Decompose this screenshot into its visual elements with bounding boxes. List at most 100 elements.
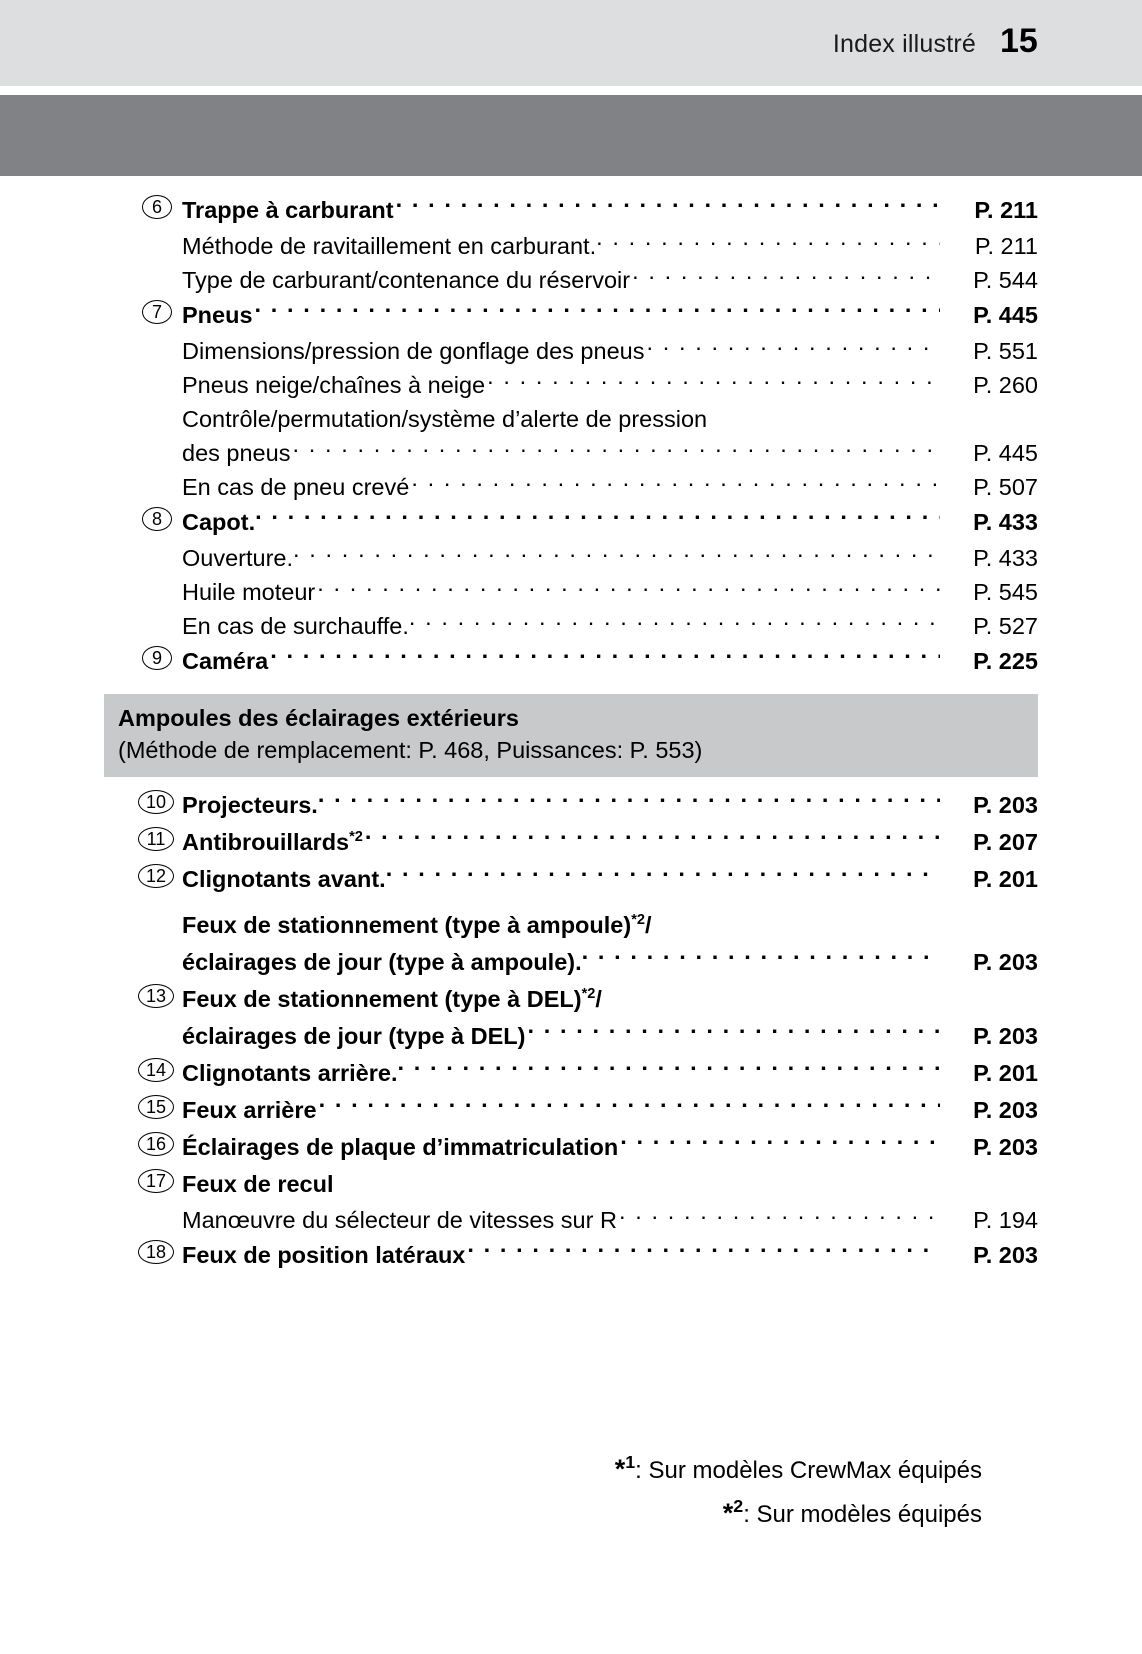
dot-leader bbox=[646, 343, 940, 359]
index-subentry[interactable]: En cas de pneu crevé P. 507 bbox=[104, 470, 1038, 504]
page-reference: P. 544 bbox=[973, 267, 1038, 293]
section-subtitle: (Méthode de remplacement: P. 468, Puissa… bbox=[118, 737, 703, 763]
index-subentry[interactable]: Type de carburant/contenance du réservoi… bbox=[104, 263, 1038, 297]
page-reference: P. 207 bbox=[973, 829, 1038, 855]
index-line-label: Clignotants avant. bbox=[182, 866, 386, 892]
index-line-label: Feux de recul bbox=[182, 1171, 334, 1197]
dot-leader bbox=[365, 834, 940, 850]
index-line-label: Pneus neige/chaînes à neige bbox=[182, 372, 486, 398]
index-entry[interactable]: 14 Clignotants arrière. P. 201 bbox=[104, 1055, 1038, 1092]
dot-leader bbox=[318, 797, 940, 813]
page-reference: P. 203 bbox=[973, 1242, 1038, 1268]
dot-leader bbox=[582, 954, 940, 970]
dot-leader bbox=[409, 618, 940, 634]
index-line-label: Éclairages de plaque d’immatriculation bbox=[182, 1134, 619, 1160]
page-reference: P. 203 bbox=[973, 949, 1038, 975]
index-entry-title-line: Caméra P. 225 bbox=[182, 643, 1038, 680]
index-line-label: Caméra bbox=[182, 648, 269, 674]
page-reference: P. 203 bbox=[973, 1134, 1038, 1160]
circled-number-marker: 10 bbox=[138, 790, 174, 814]
index-entry[interactable]: 9 Caméra P. 225 bbox=[104, 643, 1038, 680]
index-line-label: Contrôle/permutation/système d’alerte de… bbox=[182, 406, 708, 432]
index-subentry[interactable]: Feux de stationnement (type à ampoule)*2… bbox=[104, 907, 1038, 944]
index-subentry-line: Huile moteur P. 545 bbox=[182, 575, 1038, 609]
circled-number-marker: 8 bbox=[142, 507, 172, 531]
index-subentry[interactable]: éclairages de jour (type à ampoule). P. 2… bbox=[104, 944, 1038, 981]
dot-leader bbox=[596, 238, 940, 254]
footnote-marker: *2 bbox=[581, 986, 596, 1003]
index-line-label: Dimensions/pression de gonflage des pneu… bbox=[182, 338, 645, 364]
index-entry[interactable]: 15 Feux arrière P. 203 bbox=[104, 1092, 1038, 1129]
page-reference: P. 445 bbox=[973, 302, 1038, 328]
dot-leader bbox=[632, 272, 940, 288]
circled-number-marker: 18 bbox=[138, 1240, 174, 1264]
page-reference: P. 433 bbox=[973, 545, 1038, 571]
index-line-label: En cas de surchauffe. bbox=[182, 613, 409, 639]
index-subentry-line: des pneus P. 445 bbox=[182, 436, 1038, 470]
index-entry[interactable]: 18 Feux de position latéraux P. 203 bbox=[104, 1237, 1038, 1274]
page-header-band bbox=[0, 0, 1142, 86]
index-entry-title-line: Antibrouillards*2 P. 207 bbox=[182, 824, 1038, 861]
circled-number-marker: 7 bbox=[142, 300, 172, 324]
index-subentry[interactable]: Pneus neige/chaînes à neige P. 260 bbox=[104, 368, 1038, 402]
circled-number-marker: 9 bbox=[142, 646, 172, 670]
index-subentry-line: Manœuvre du sélecteur de vitesses sur R P… bbox=[182, 1203, 1038, 1237]
index-subentry[interactable]: Manœuvre du sélecteur de vitesses sur R P… bbox=[104, 1203, 1038, 1237]
index-subentry[interactable]: Ouverture. P. 433 bbox=[104, 541, 1038, 575]
page-header-title: Index illustré bbox=[832, 30, 976, 58]
index-subentry-line: Ouverture. P. 433 bbox=[182, 541, 1038, 575]
circled-number-marker: 14 bbox=[138, 1058, 174, 1082]
dot-leader bbox=[317, 584, 940, 600]
dot-leader bbox=[270, 653, 940, 669]
page-reference: P. 211 bbox=[974, 233, 1038, 259]
index-line-label: Manœuvre du sélecteur de vitesses sur R bbox=[182, 1207, 617, 1233]
page-reference: P. 203 bbox=[973, 792, 1038, 818]
index-entry-title-line: Clignotants arrière. P. 201 bbox=[182, 1055, 1038, 1092]
dot-leader bbox=[319, 1102, 940, 1118]
dot-leader bbox=[292, 445, 940, 461]
index-subentry[interactable]: Méthode de ravitaillement en carburant. P… bbox=[104, 229, 1038, 263]
index-entry[interactable]: 11 Antibrouillards*2 P. 207 bbox=[104, 824, 1038, 861]
index-entry-title-line: Feux de recul bbox=[182, 1166, 1038, 1203]
index-entry[interactable]: 7 Pneus P. 445 bbox=[104, 297, 1038, 334]
index-entry-title-line: Feux de stationnement (type à DEL)*2/ bbox=[182, 981, 1038, 1018]
index-line-label: éclairages de jour (type à DEL) bbox=[182, 1023, 526, 1049]
index-entry[interactable]: 10 Projecteurs. P. 203 bbox=[104, 787, 1038, 824]
index-entry[interactable]: 12 Clignotants avant. P. 201 bbox=[104, 861, 1038, 898]
index-entry-title-line: Éclairages de plaque d’immatriculation P.… bbox=[182, 1129, 1038, 1166]
index-subentry[interactable]: Dimensions/pression de gonflage des pneu… bbox=[104, 334, 1038, 368]
index-line-label: éclairages de jour (type à ampoule). bbox=[182, 949, 582, 975]
index-line-label: Capot. bbox=[182, 509, 256, 535]
footnote-marker: *2 bbox=[631, 912, 645, 929]
index-subentry-line: Feux de stationnement (type à ampoule)*2… bbox=[182, 907, 1038, 944]
index-subentry-line: Pneus neige/chaînes à neige P. 260 bbox=[182, 368, 1038, 402]
index-entry[interactable]: 16 Éclairages de plaque d’immatriculation… bbox=[104, 1129, 1038, 1166]
page-reference: P. 203 bbox=[973, 1023, 1038, 1049]
index-subentry[interactable]: Huile moteur P. 545 bbox=[104, 575, 1038, 609]
circled-number-marker: 17 bbox=[138, 1169, 174, 1193]
index-entry[interactable]: 8 Capot. P. 433 bbox=[104, 504, 1038, 541]
dot-leader bbox=[396, 202, 940, 218]
index-line-label: Pneus bbox=[182, 302, 253, 328]
footnote-text: : Sur modèles CrewMax équipés bbox=[635, 1457, 982, 1484]
index-entry[interactable]: 17 Feux de recul bbox=[104, 1166, 1038, 1203]
footnote-item: *1: Sur modèles CrewMax équipés bbox=[104, 1448, 982, 1492]
index-subentry-line: Contrôle/permutation/système d’alerte de… bbox=[182, 402, 1038, 436]
dot-leader bbox=[467, 1247, 940, 1263]
index-subentry-line: Type de carburant/contenance du réservoi… bbox=[182, 263, 1038, 297]
index-entry-title-line: Trappe à carburant P. 211 bbox=[182, 192, 1038, 229]
page-reference: P. 527 bbox=[973, 613, 1038, 639]
index-entry[interactable]: 13 Feux de stationnement (type à DEL)*2/é… bbox=[104, 981, 1038, 1055]
dot-leader bbox=[411, 479, 940, 495]
index-subentry[interactable]: Contrôle/permutation/système d’alerte de… bbox=[104, 402, 1038, 436]
circled-number-marker: 16 bbox=[138, 1132, 174, 1156]
page-reference: P. 507 bbox=[973, 474, 1038, 500]
index-subentry[interactable]: En cas de surchauffe. P. 527 bbox=[104, 609, 1038, 643]
circled-number-marker: 12 bbox=[138, 864, 174, 888]
dot-leader bbox=[527, 1028, 940, 1044]
index-subentry[interactable]: des pneus P. 445 bbox=[104, 436, 1038, 470]
footnote-star: *1 bbox=[614, 1452, 636, 1484]
header-divider-bar bbox=[0, 95, 1142, 176]
page-reference: P. 433 bbox=[973, 509, 1038, 535]
index-entry[interactable]: 6 Trappe à carburant P. 211 bbox=[104, 192, 1038, 229]
